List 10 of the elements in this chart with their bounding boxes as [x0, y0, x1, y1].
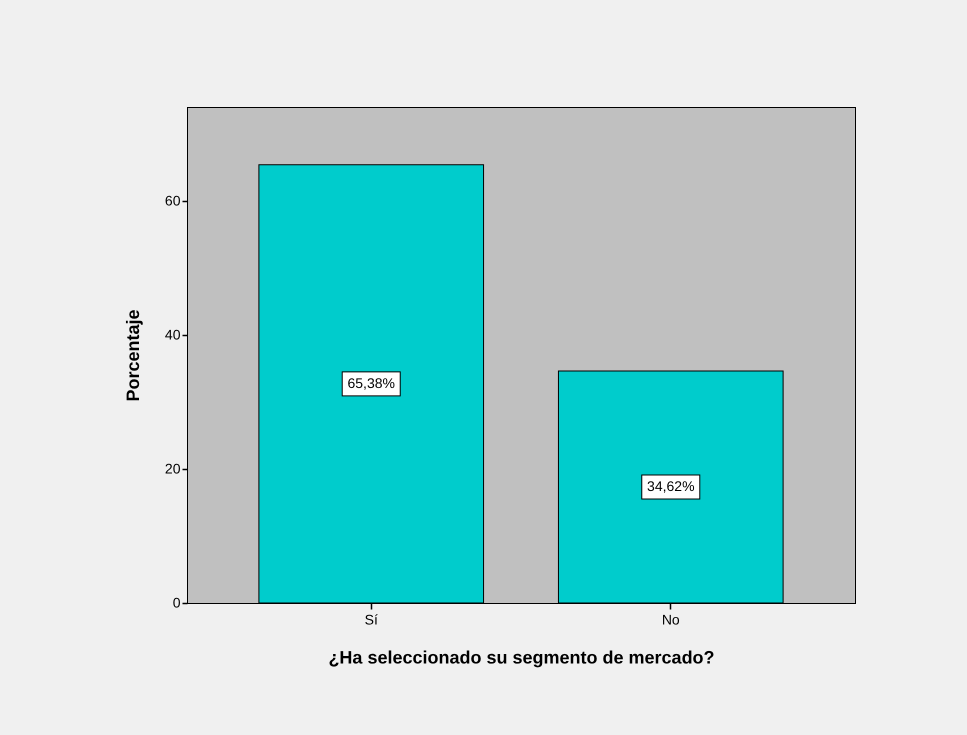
y-tick-label: 60	[164, 192, 181, 208]
y-tick-label: 40	[164, 326, 181, 342]
y-tick-label: 20	[164, 460, 181, 476]
x-tick-label: No	[662, 612, 680, 628]
x-tick-label: Sí	[364, 612, 378, 628]
data-label: 34,62%	[647, 478, 695, 494]
x-axis-title: ¿Ha seleccionado su segmento de mercado?	[328, 648, 715, 668]
y-axis-title: Porcentaje	[122, 309, 143, 402]
y-tick-label: 0	[172, 594, 181, 610]
data-label: 65,38%	[347, 374, 395, 391]
